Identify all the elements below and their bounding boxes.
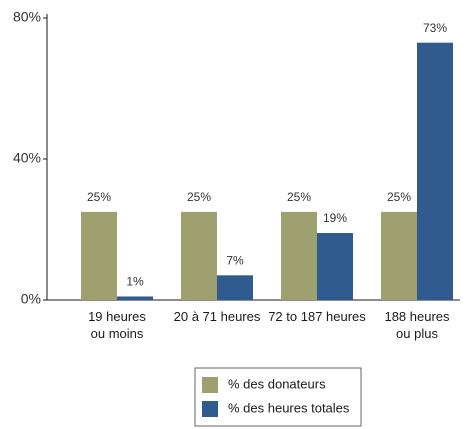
y-tick-label: 80% bbox=[13, 9, 41, 25]
bar bbox=[281, 211, 317, 300]
x-tick-line: ou plus bbox=[396, 326, 438, 341]
value-label: 73% bbox=[423, 21, 447, 35]
value-label: 7% bbox=[226, 253, 244, 267]
value-label: 1% bbox=[126, 275, 144, 289]
legend-swatch bbox=[202, 377, 218, 393]
bar bbox=[81, 211, 117, 300]
bar bbox=[217, 275, 253, 300]
bar bbox=[317, 233, 353, 300]
bar bbox=[381, 211, 417, 300]
x-tick-line: 72 to 187 heures bbox=[268, 309, 366, 324]
y-tick-label: 0% bbox=[21, 291, 41, 307]
value-label: 25% bbox=[387, 190, 411, 204]
x-tick-label: 72 to 187 heures bbox=[268, 309, 366, 324]
x-tick-label: 188 heures ou plus bbox=[384, 309, 450, 341]
y-tick-label: 40% bbox=[13, 150, 41, 166]
legend-label: % des donateurs bbox=[228, 376, 326, 391]
bar bbox=[181, 211, 217, 300]
bar bbox=[117, 296, 153, 300]
bar bbox=[417, 42, 453, 301]
value-label: 25% bbox=[87, 190, 111, 204]
x-tick-line: 20 à 71 heures bbox=[174, 309, 261, 324]
legend-label: % des heures totales bbox=[228, 400, 350, 415]
x-tick-line: ou moins bbox=[91, 326, 144, 341]
legend-swatch bbox=[202, 401, 218, 417]
value-label: 25% bbox=[287, 190, 311, 204]
x-tick-line: 19 heures bbox=[88, 309, 146, 324]
value-label: 25% bbox=[187, 190, 211, 204]
value-label: 19% bbox=[323, 211, 347, 225]
x-tick-line: 188 heures bbox=[384, 309, 450, 324]
legend-box bbox=[194, 367, 362, 427]
x-tick-label: 19 heures ou moins bbox=[88, 309, 146, 341]
x-tick-label: 20 à 71 heures bbox=[174, 309, 261, 324]
